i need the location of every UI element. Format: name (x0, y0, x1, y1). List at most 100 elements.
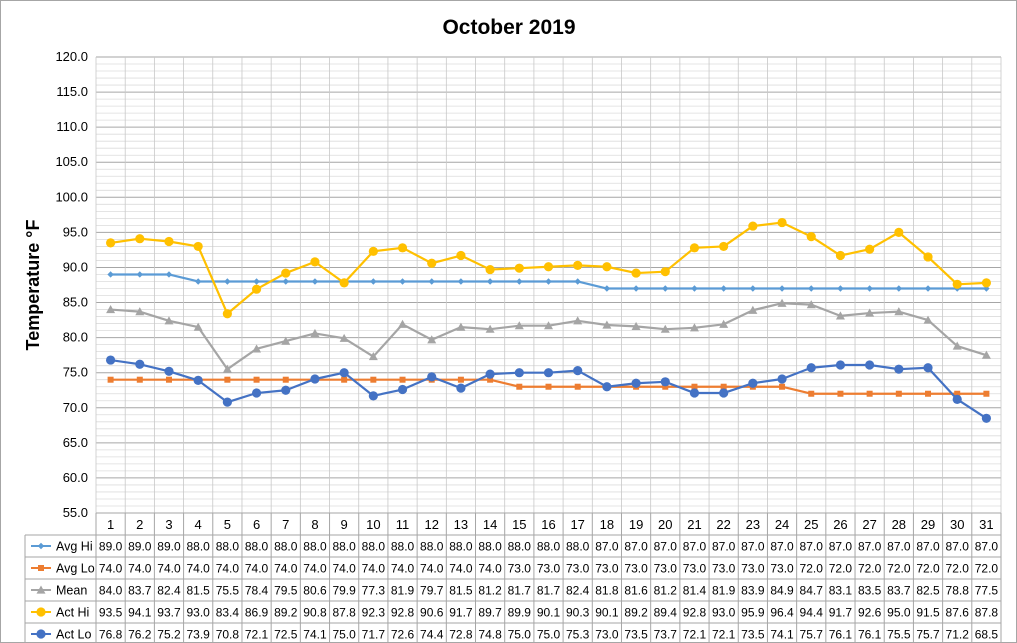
data-point (310, 374, 320, 384)
data-label: 72.1 (245, 628, 269, 642)
data-label: 88.0 (478, 540, 502, 554)
data-label: 81.6 (624, 584, 648, 598)
data-point (660, 377, 670, 387)
y-tick-label: 100.0 (55, 189, 88, 204)
data-point (662, 383, 669, 390)
data-label: 74.0 (332, 562, 356, 576)
data-label: 72.0 (916, 562, 940, 576)
data-point (310, 328, 320, 338)
data-label: 73.0 (741, 562, 765, 576)
data-label: 83.1 (829, 584, 853, 598)
data-label: 86.9 (245, 606, 269, 620)
legend-label: Avg Hi (56, 540, 93, 554)
data-label: 73.9 (186, 628, 210, 642)
x-tick-label: 22 (716, 517, 730, 532)
x-tick-label: 28 (892, 517, 906, 532)
data-point (222, 309, 232, 319)
data-point (925, 390, 932, 397)
y-tick-label: 55.0 (63, 505, 88, 520)
data-label: 84.7 (800, 584, 824, 598)
data-label: 76.1 (829, 628, 853, 642)
data-label: 74.0 (245, 562, 269, 576)
data-label: 88.0 (186, 540, 210, 554)
data-point (224, 376, 231, 383)
data-point (602, 382, 612, 392)
data-point (602, 262, 612, 272)
data-point (135, 307, 145, 316)
data-label: 76.1 (858, 628, 882, 642)
data-label: 74.0 (99, 562, 123, 576)
data-point (485, 369, 495, 379)
data-point (865, 308, 875, 317)
data-label: 87.0 (916, 540, 940, 554)
data-point (222, 364, 232, 373)
data-label: 87.0 (800, 540, 824, 554)
data-table: 1 2 3 4 5 6 7 8 9 10 11 12 13 14 15 16 17 18 19 20 21 22 23 24 2… (24, 512, 1002, 642)
data-label: 72.0 (975, 562, 999, 576)
data-point (545, 383, 552, 390)
x-tick-label: 7 (282, 517, 289, 532)
data-label: 89.9 (508, 606, 532, 620)
data-label: 72.0 (829, 562, 853, 576)
data-point (866, 285, 873, 292)
legend-entry: Avg Lo (31, 562, 95, 576)
data-label: 73.0 (595, 562, 619, 576)
data-label: 88.0 (216, 540, 240, 554)
legend-entry: Act Hi (31, 606, 89, 620)
data-label: 83.7 (128, 584, 152, 598)
data-point (543, 262, 554, 272)
data-label: 73.0 (566, 562, 590, 576)
data-label: 81.5 (186, 584, 210, 598)
data-label: 87.0 (829, 540, 853, 554)
data-label: 91.7 (829, 606, 853, 620)
data-point (778, 285, 786, 292)
x-tick-label: 26 (833, 517, 847, 532)
data-label: 74.0 (186, 562, 210, 576)
data-label: 73.5 (741, 628, 765, 642)
data-point (894, 364, 904, 374)
data-point (574, 278, 581, 285)
data-label: 73.7 (654, 628, 678, 642)
data-point (719, 319, 729, 328)
data-point (339, 333, 349, 342)
data-label: 88.0 (508, 540, 532, 554)
y-tick-label: 80.0 (63, 330, 88, 345)
y-tick-label: 75.0 (63, 365, 88, 380)
data-point (135, 234, 145, 244)
data-point (368, 352, 378, 361)
data-label: 87.0 (858, 540, 882, 554)
data-label: 90.1 (595, 606, 619, 620)
data-point (837, 390, 844, 397)
data-label: 73.0 (537, 562, 561, 576)
x-tick-label: 3 (165, 517, 172, 532)
data-point (311, 278, 319, 285)
y-tick-label: 65.0 (63, 435, 88, 450)
data-point (777, 374, 787, 384)
data-label: 90.8 (303, 606, 327, 620)
data-label: 75.5 (216, 584, 240, 598)
data-label: 88.0 (537, 540, 561, 554)
data-point (457, 376, 464, 383)
x-tick-label: 17 (570, 517, 584, 532)
data-label: 81.2 (478, 584, 502, 598)
data-label: 83.7 (887, 584, 911, 598)
data-label: 91.5 (916, 606, 940, 620)
data-point (983, 390, 990, 397)
data-label: 87.0 (887, 540, 911, 554)
data-point (514, 263, 524, 273)
data-label: 72.0 (858, 562, 882, 576)
y-tick-label: 85.0 (63, 295, 88, 310)
data-label: 87.0 (741, 540, 765, 554)
x-tick-label: 20 (658, 517, 672, 532)
data-point (689, 243, 700, 253)
x-tick-label: 29 (921, 517, 935, 532)
data-point (485, 264, 495, 275)
data-point (631, 268, 641, 278)
data-label: 74.0 (391, 562, 415, 576)
data-label: 72.0 (800, 562, 824, 576)
data-label: 73.0 (770, 562, 794, 576)
data-label: 74.0 (157, 562, 181, 576)
legend-label: Act Hi (56, 606, 89, 620)
data-point (981, 278, 992, 288)
